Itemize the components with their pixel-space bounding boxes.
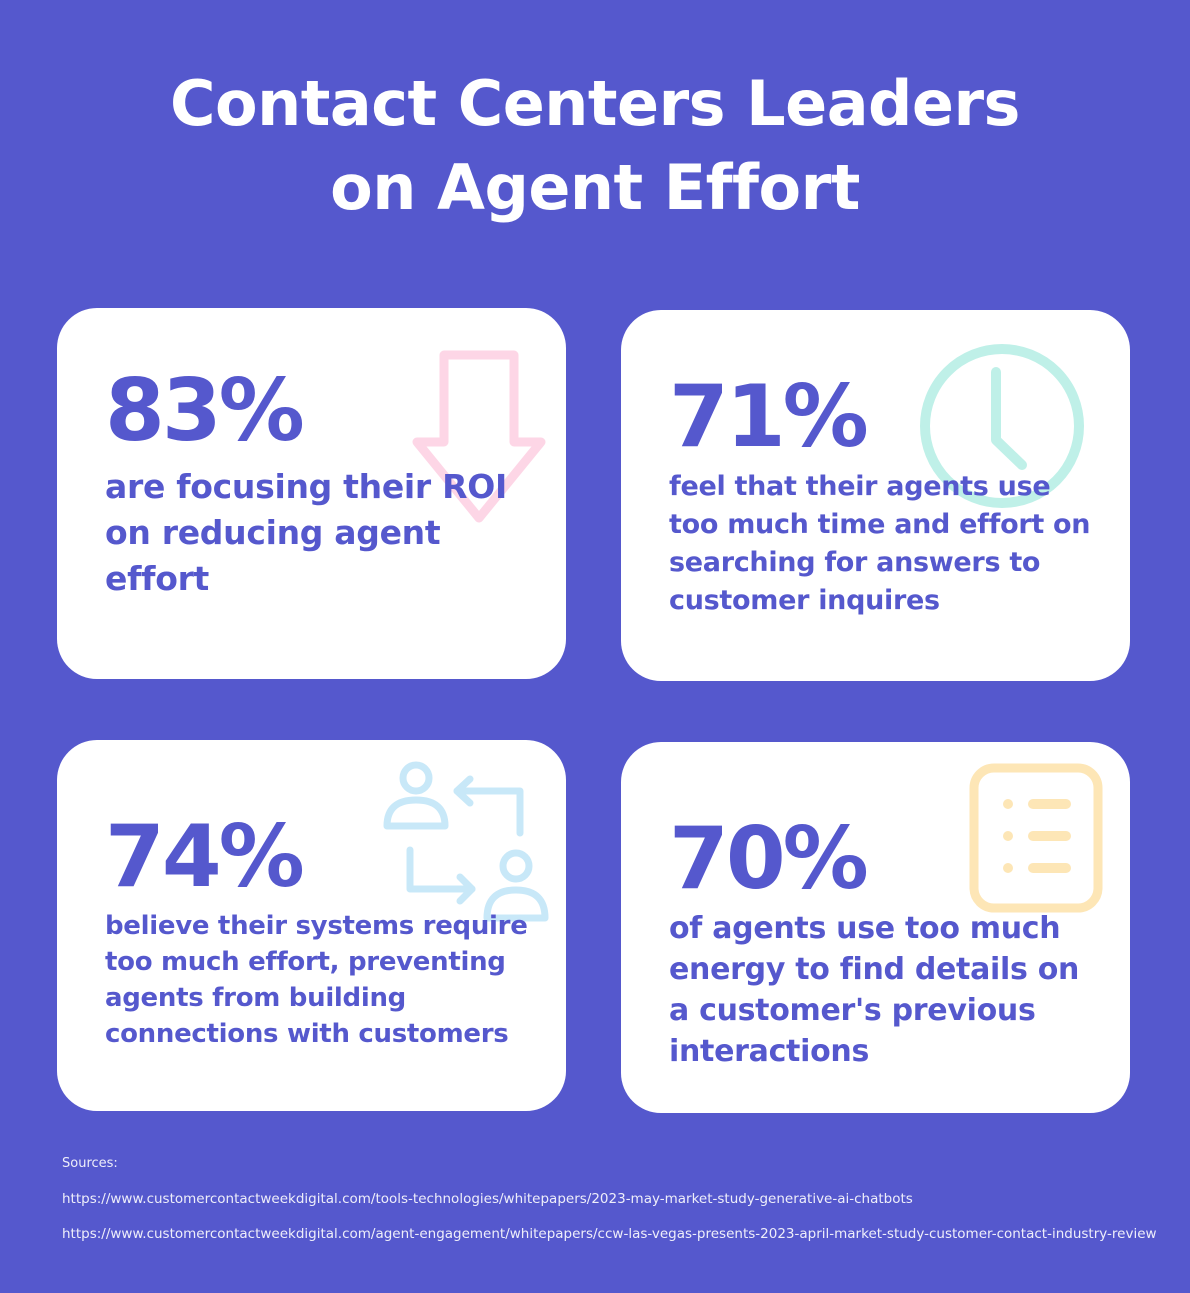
stat-card-system-effort: 74% believe their systems require too mu…: [57, 740, 566, 1111]
stat-description: believe their systems require too much e…: [105, 911, 528, 1049]
arrow-down-icon: [409, 350, 549, 534]
page-title-line-1: Contact Centers Leaders: [170, 67, 1020, 140]
page-title: Contact Centers Leaders on Agent Effort: [0, 62, 1190, 230]
stat-description: are focusing their ROI on reducing agent…: [105, 467, 507, 598]
stat-card-searching-answers: 71% feel that their agents use too much …: [621, 310, 1130, 681]
stat-card-reducing-effort: 83% are focusing their ROI on reducing a…: [57, 308, 566, 679]
stat-card-customer-details: 70% of agents use too much energy to fin…: [621, 742, 1130, 1113]
clock-icon: [916, 340, 1088, 516]
stat-value: 70%: [669, 809, 869, 909]
page-title-line-2: on Agent Effort: [330, 151, 860, 224]
list-document-icon: [968, 762, 1108, 921]
source-link[interactable]: https://www.customercontactweekdigital.c…: [62, 1226, 1157, 1242]
stat-description: feel that their agents use too much time…: [669, 471, 1091, 616]
stat-value: 74%: [105, 807, 305, 907]
stat-value: 83%: [105, 361, 305, 461]
stat-description: of agents use too much energy to find de…: [669, 911, 1080, 1069]
user-transfer-icon: [382, 758, 557, 937]
sources-label: Sources:: [62, 1156, 118, 1171]
stat-value: 71%: [669, 367, 869, 467]
source-link[interactable]: https://www.customercontactweekdigital.c…: [62, 1191, 913, 1207]
